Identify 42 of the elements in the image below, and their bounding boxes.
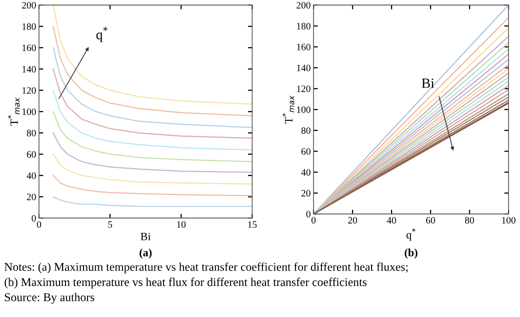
x-tick-label: 15 bbox=[248, 221, 257, 228]
y-tick-label: 200 bbox=[296, 2, 310, 9]
annotation: q$^{*}$ bbox=[96, 26, 108, 42]
y-tick-label: 80 bbox=[301, 127, 310, 134]
x-tick-label: 60 bbox=[426, 217, 436, 224]
x-tick-label: 5 bbox=[108, 221, 112, 228]
y-tick-label: 140 bbox=[297, 64, 310, 72]
source-note: Source: By authors bbox=[4, 292, 94, 304]
y-tick-label: 20 bbox=[26, 194, 36, 200]
x-axis-title: q$^{*}$ bbox=[406, 228, 416, 241]
x-tick-label: 40 bbox=[386, 217, 396, 224]
text: (b) bbox=[404, 248, 418, 259]
y-tick-label: 60 bbox=[301, 148, 310, 155]
x-tick-label: 0 bbox=[312, 217, 316, 224]
y-tick-label: 160 bbox=[22, 44, 36, 52]
y-tick-label: 180 bbox=[297, 22, 310, 30]
y-tick-label: 80 bbox=[26, 130, 36, 136]
y-tick-label: 40 bbox=[301, 169, 310, 176]
x-tick-label: 10 bbox=[177, 221, 186, 228]
annotation: Bi bbox=[422, 78, 434, 88]
y-tick-label: 0 bbox=[306, 210, 310, 218]
x-tick-label: 100 bbox=[502, 217, 516, 224]
text: (b) Maximum temperature vs heat flux for different heat transfer coefficients bbox=[4, 278, 367, 288]
y-tick-label: 120 bbox=[297, 86, 310, 92]
y-tick-label: 120 bbox=[22, 87, 36, 94]
y-axis-title: T$^{*}$$_{max}$ bbox=[282, 96, 294, 124]
y-tick-label: 40 bbox=[26, 172, 36, 179]
x-tick-label: 20 bbox=[348, 217, 358, 224]
y-tick-label: 100 bbox=[297, 106, 310, 113]
y-tick-label: 180 bbox=[22, 23, 36, 30]
y-tick-label: 100 bbox=[22, 108, 36, 116]
text: Notes: (a) Maximum temperature vs heat transfer coefficient for different heat fluxes; bbox=[4, 262, 408, 274]
y-axis-title: T$^{*}$$_{max}$ bbox=[8, 98, 20, 126]
y-tick-label: 20 bbox=[301, 190, 310, 197]
x-tick-label: 0 bbox=[36, 221, 42, 228]
y-tick-label: 140 bbox=[22, 66, 36, 72]
text: (a) bbox=[140, 248, 152, 259]
y-tick-label: 60 bbox=[26, 151, 36, 158]
x-tick-label: 80 bbox=[465, 217, 474, 224]
y-tick-label: 160 bbox=[297, 44, 310, 50]
y-tick-label: 200 bbox=[22, 2, 36, 9]
x-axis-title: Bi bbox=[140, 232, 151, 240]
